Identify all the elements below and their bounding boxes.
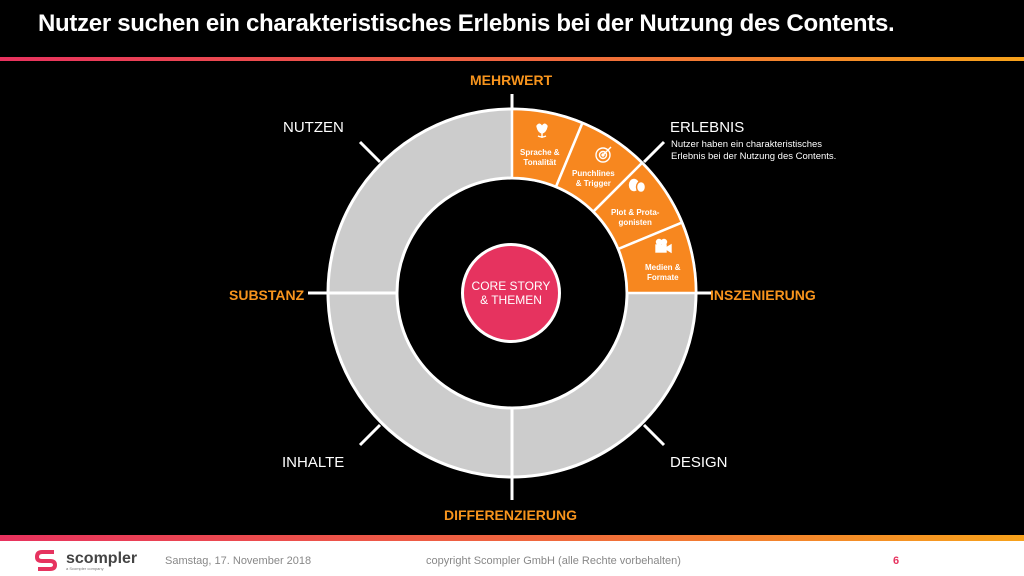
label-mehrwert: MEHRWERT: [470, 72, 553, 88]
title-underline-bar: [0, 57, 1024, 61]
logo-subtext: a Scompler company: [66, 566, 104, 571]
label-nutzen: NUTZEN: [283, 119, 344, 136]
target-icon: [595, 146, 612, 163]
label-design: DESIGN: [670, 454, 728, 471]
core-story-circle: CORE STORY & THEMEN: [461, 243, 561, 343]
scompler-logo: scompler a Scompler company: [34, 548, 138, 572]
label-differenzierung: DIFFERENZIERUNG: [444, 507, 577, 523]
theater-masks-icon: [628, 178, 647, 194]
segment-sprache-label: Sprache & Tonalität: [520, 148, 560, 167]
segment-punchlines-label: Punchlines & Trigger: [572, 169, 615, 188]
label-inhalte: INHALTE: [282, 454, 345, 471]
footer-gradient-bar: [0, 535, 1024, 541]
tulip-icon: [536, 123, 548, 138]
page-number: 6: [893, 555, 900, 567]
axis-ticks: [308, 94, 712, 500]
footer-date: Samstag, 17. November 2018: [165, 555, 312, 567]
segment-4: [616, 220, 698, 295]
erlebnis-description: Nutzer haben ein charakteristisches Erleb…: [671, 139, 837, 162]
segment-medien-label: Medien & Formate: [645, 263, 681, 282]
label-inszenierung: INSZENIERUNG: [710, 287, 816, 303]
logo-text: scompler: [66, 550, 138, 567]
segment-plot-label: Plot & Prota-gonisten: [611, 208, 660, 227]
page-title: Nutzer suchen ein charakteristisches Erl…: [38, 10, 895, 37]
footer-copyright: copyright Scompler GmbH (alle Rechte vor…: [426, 555, 681, 567]
erlebnis-segments: [510, 107, 698, 295]
label-substanz: SUBSTANZ: [229, 287, 305, 303]
footer: scompler a Scompler company Samstag, 17.…: [0, 541, 1024, 576]
label-erlebnis: ERLEBNIS: [670, 119, 745, 136]
video-camera-icon: [655, 238, 672, 254]
